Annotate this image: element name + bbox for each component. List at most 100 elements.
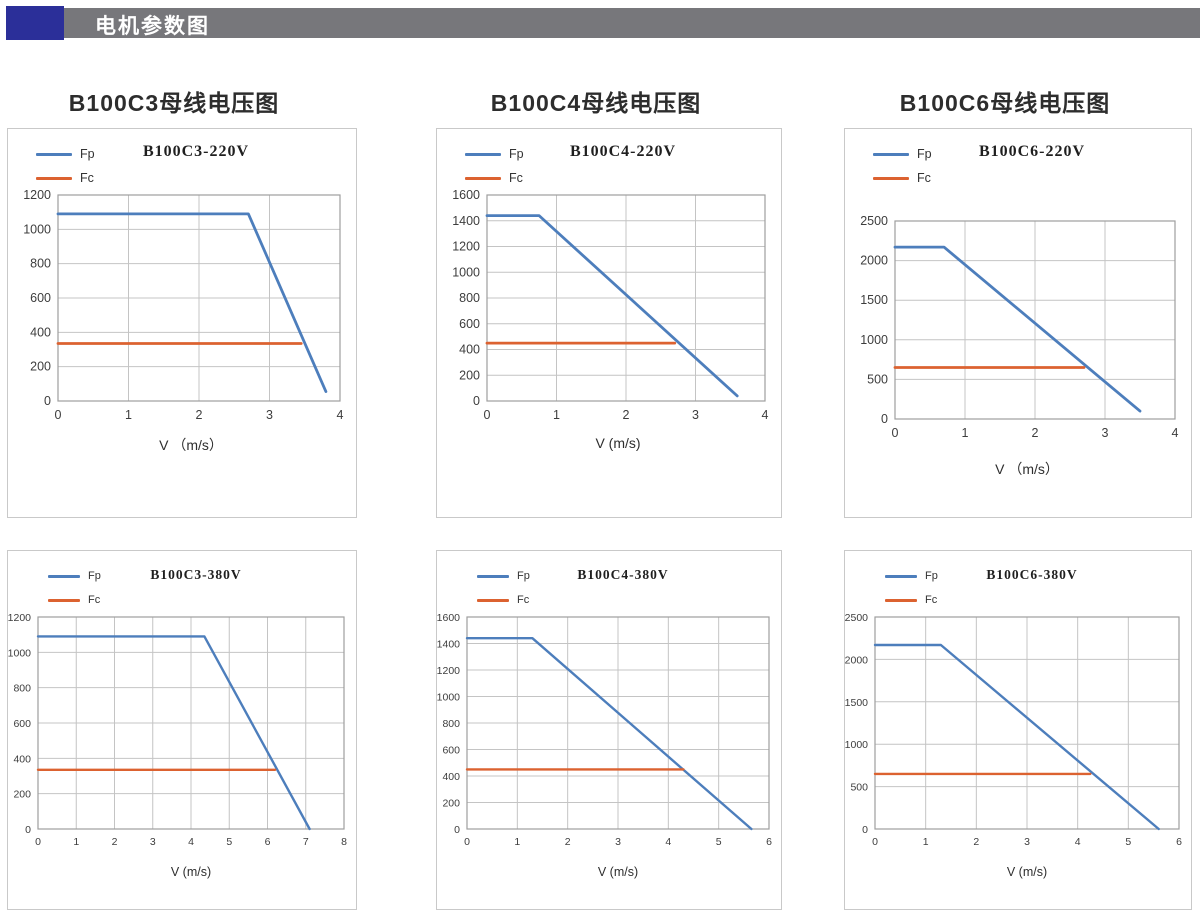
svg-text:0: 0 [55,408,62,422]
svg-text:1200: 1200 [23,188,51,202]
svg-text:8: 8 [341,836,347,848]
svg-text:1: 1 [73,836,79,848]
svg-text:2000: 2000 [845,654,868,666]
svg-text:2: 2 [565,836,571,848]
svg-text:3: 3 [692,408,699,422]
chart-plot: 0 500 1000 1500 2000 2500 0 1 2 3 4 [860,214,1179,440]
svg-text:800: 800 [30,257,51,271]
legend-item-fc: Fc [465,166,524,190]
svg-text:1000: 1000 [845,739,868,751]
legend-item-fp: Fp [48,564,101,588]
x-axis-label: V (m/s) [170,865,212,879]
legend-label-fp: Fp [917,147,932,161]
x-axis-label: V (m/s) [595,435,641,451]
chart-plot: 0 200 400 600 800 1000 1200 1400 1600 0 1 2 3 4 5 6 [437,612,772,848]
fp-line-swatch [477,574,509,578]
svg-text:400: 400 [442,771,460,783]
svg-text:5: 5 [1125,836,1131,848]
svg-text:1: 1 [514,836,520,848]
svg-text:1000: 1000 [860,333,888,347]
svg-text:600: 600 [459,317,480,331]
chart-title: B100C6-380V [986,567,1078,582]
svg-text:6: 6 [766,836,772,848]
svg-text:1200: 1200 [8,612,31,624]
svg-text:1: 1 [125,408,132,422]
legend-label-fc: Fc [517,594,530,606]
chart-title: B100C4-220V [569,143,677,160]
legend-label-fc: Fc [80,171,94,185]
chart-legend: Fp Fc [885,564,938,612]
legend-item-fc: Fc [885,588,938,612]
svg-text:3: 3 [1102,426,1109,440]
x-axis-label: V （m/s） [159,437,223,453]
fp-line-swatch [465,152,501,156]
svg-text:3: 3 [150,836,156,848]
svg-text:5: 5 [226,836,232,848]
fc-line-swatch [885,598,917,602]
svg-text:400: 400 [459,343,480,357]
chart-title: B100C3-220V [142,143,250,160]
svg-text:600: 600 [13,718,31,730]
chart-legend: Fp Fc [48,564,101,612]
chart-legend: Fp Fc [36,142,95,190]
svg-text:1600: 1600 [452,188,480,202]
svg-text:200: 200 [13,789,31,801]
svg-text:4: 4 [1075,836,1081,848]
svg-text:400: 400 [13,753,31,765]
legend-item-fp: Fp [873,142,932,166]
svg-text:1400: 1400 [452,214,480,228]
svg-text:3: 3 [615,836,621,848]
svg-text:0: 0 [484,408,491,422]
svg-text:0: 0 [25,824,31,836]
svg-text:2000: 2000 [860,254,888,268]
chart-plot: 0 200 400 600 800 1000 1200 0 1 2 3 4 [23,188,343,422]
x-axis-label: V （m/s） [995,461,1059,477]
section-header-accent-block [6,6,64,40]
fp-line-swatch [36,152,72,156]
svg-text:4: 4 [1172,426,1179,440]
svg-text:4: 4 [188,836,194,848]
svg-text:2: 2 [623,408,630,422]
legend-label-fp: Fp [80,147,95,161]
svg-text:1000: 1000 [437,692,460,704]
svg-text:1000: 1000 [23,222,51,236]
svg-text:600: 600 [442,745,460,757]
chart-panel-b100c3-220v: 0 200 400 600 800 1000 1200 0 1 2 3 4 Fp Fc B100C3-… [7,128,357,518]
svg-text:4: 4 [762,408,769,422]
svg-text:0: 0 [473,394,480,408]
legend-item-fc: Fc [477,588,530,612]
svg-text:1500: 1500 [860,293,888,307]
svg-text:1400: 1400 [437,639,460,651]
chart-legend: Fp Fc [465,142,524,190]
legend-item-fc: Fc [36,166,95,190]
chart-title: B100C6-220V [978,143,1086,160]
svg-text:5: 5 [716,836,722,848]
legend-label-fc: Fc [925,594,938,606]
svg-text:2: 2 [196,408,203,422]
svg-text:1200: 1200 [452,240,480,254]
chart-panel-b100c4-380v: 0 200 400 600 800 1000 1200 1400 1600 0 1 2 3 4 5 6 Fp … [436,550,782,910]
svg-text:3: 3 [1024,836,1030,848]
svg-text:1000: 1000 [452,265,480,279]
svg-text:500: 500 [867,372,888,386]
legend-label-fp: Fp [517,570,530,582]
svg-text:800: 800 [442,718,460,730]
legend-label-fp: Fp [925,570,938,582]
x-axis-label: V (m/s) [597,865,639,879]
svg-text:1000: 1000 [8,647,31,659]
svg-text:500: 500 [850,782,868,794]
svg-text:0: 0 [464,836,470,848]
svg-text:3: 3 [266,408,273,422]
svg-text:400: 400 [30,325,51,339]
svg-text:1: 1 [962,426,969,440]
svg-text:0: 0 [44,394,51,408]
svg-text:2500: 2500 [860,214,888,228]
svg-text:200: 200 [459,368,480,382]
svg-text:1500: 1500 [845,697,868,709]
chart-title: B100C4-380V [577,567,669,582]
chart-panel-b100c6-380v: 0 500 1000 1500 2000 2500 0 1 2 3 4 5 6 Fp Fc B100C6… [844,550,1192,910]
svg-text:200: 200 [30,360,51,374]
legend-label-fc: Fc [88,594,101,606]
fp-line-swatch [48,574,80,578]
